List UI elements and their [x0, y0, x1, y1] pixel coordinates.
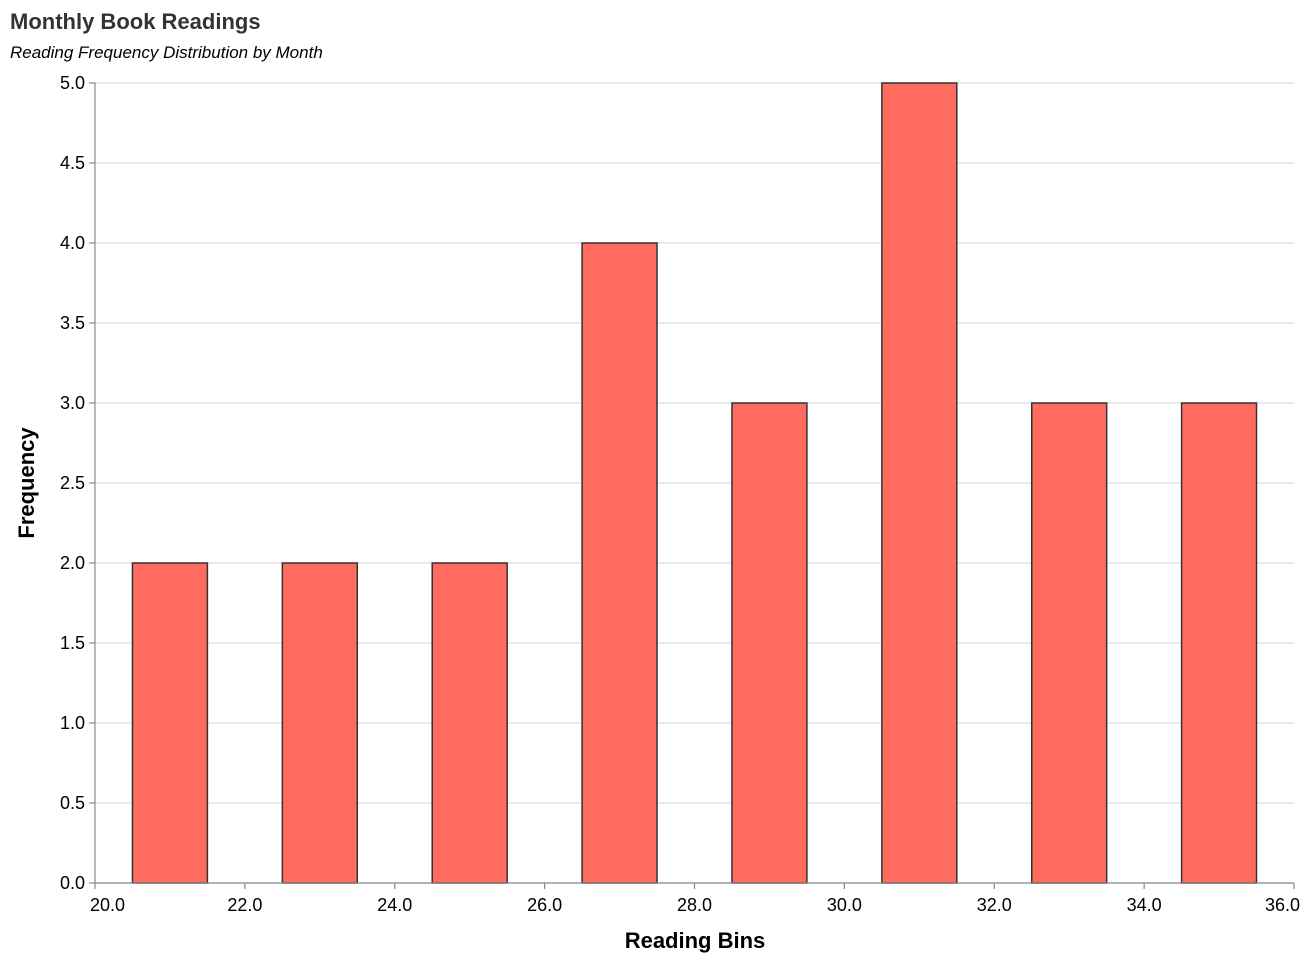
x-tick-label: 32.0: [977, 895, 1012, 915]
y-tick-label: 1.0: [60, 713, 85, 733]
histogram-bar: [1180, 402, 1258, 884]
y-tick-label: 3.0: [60, 393, 85, 413]
histogram-bar: [1030, 402, 1108, 884]
gridlines: [95, 82, 1294, 884]
y-axis-title: Frequency: [14, 427, 39, 539]
histogram-bar: [131, 562, 209, 884]
x-tick-label: 22.0: [227, 895, 262, 915]
x-tick-label: 26.0: [527, 895, 562, 915]
histogram-bar: [281, 562, 359, 884]
y-tick-label: 2.5: [60, 473, 85, 493]
y-tick-label: 4.0: [60, 233, 85, 253]
y-tick-label: 5.0: [60, 73, 85, 93]
x-tick-label: 28.0: [677, 895, 712, 915]
x-tick-label: 30.0: [827, 895, 862, 915]
chart-subtitle: Reading Frequency Distribution by Month: [10, 43, 323, 62]
histogram-bar: [431, 562, 508, 884]
histogram-bar: [881, 82, 958, 884]
histogram-bar: [581, 242, 658, 884]
x-tick-label: 24.0: [377, 895, 412, 915]
y-tick-label: 0.0: [60, 873, 85, 893]
y-tick-label: 2.0: [60, 553, 85, 573]
chart-title: Monthly Book Readings: [10, 9, 261, 34]
y-tick-label: 4.5: [60, 153, 85, 173]
histogram-bar: [731, 402, 808, 884]
axes: 0.0 0.5 1.0 1.5 2.0 2.5 3.0 3.5 4.0 4.5 5.0 20.0 22.…: [60, 73, 1300, 915]
bars: [131, 82, 1258, 884]
x-tick-label: 36.0: [1265, 895, 1300, 915]
y-tick-label: 3.5: [60, 313, 85, 333]
x-tick-label: 34.0: [1127, 895, 1162, 915]
x-axis-title: Reading Bins: [625, 928, 766, 953]
x-tick-label: 20.0: [90, 895, 125, 915]
y-tick-label: 0.5: [60, 793, 85, 813]
y-tick-label: 1.5: [60, 633, 85, 653]
